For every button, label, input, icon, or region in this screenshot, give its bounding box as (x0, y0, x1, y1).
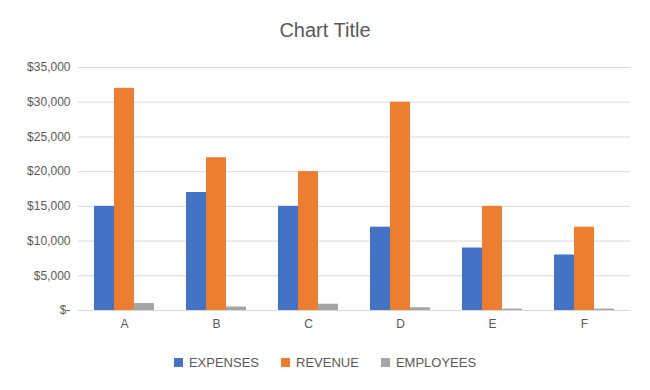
svg-text:$20,000: $20,000 (27, 164, 71, 178)
svg-text:$15,000: $15,000 (27, 199, 71, 213)
html-text:REVENUE: REVENUE (296, 355, 359, 370)
svg-text:$35,000: $35,000 (27, 60, 71, 74)
svg-text:E: E (488, 317, 496, 331)
svg-text:$25,000: $25,000 (27, 130, 71, 144)
svg-text:C: C (304, 317, 313, 331)
svg-text:F: F (581, 317, 588, 331)
html-text:Chart Title: Chart Title (279, 19, 371, 41)
svg-text:$30,000: $30,000 (27, 95, 71, 109)
svg-text:$5,000: $5,000 (34, 269, 71, 283)
html-text:EMPLOYEES: EMPLOYEES (395, 355, 477, 370)
svg-text:A: A (120, 317, 128, 331)
html-text:EXPENSES: EXPENSES (188, 355, 259, 370)
svg-text:D: D (396, 317, 405, 331)
svg-text:$10,000: $10,000 (27, 234, 71, 248)
svg-text:$-: $- (60, 303, 71, 317)
svg-text:B: B (212, 317, 220, 331)
